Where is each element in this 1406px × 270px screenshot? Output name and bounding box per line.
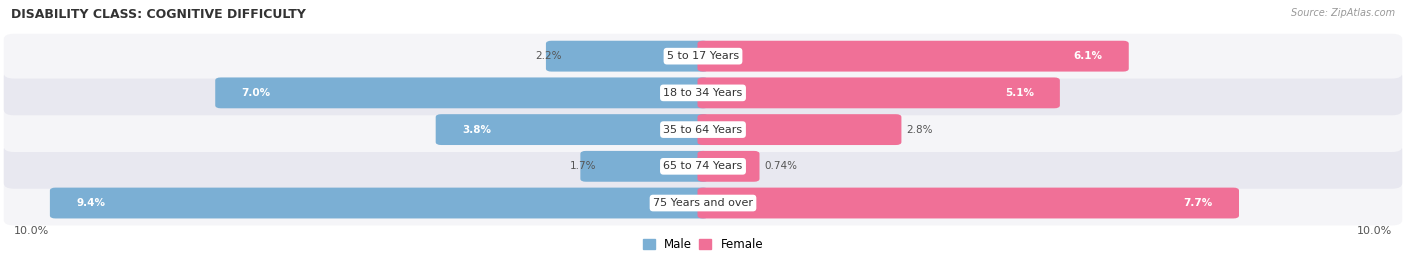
Text: 9.4%: 9.4% <box>76 198 105 208</box>
Text: DISABILITY CLASS: COGNITIVE DIFFICULTY: DISABILITY CLASS: COGNITIVE DIFFICULTY <box>11 8 307 21</box>
FancyBboxPatch shape <box>49 188 709 218</box>
Text: 10.0%: 10.0% <box>1357 226 1392 236</box>
Text: 2.8%: 2.8% <box>907 124 932 135</box>
Text: 65 to 74 Years: 65 to 74 Years <box>664 161 742 171</box>
Text: 75 Years and over: 75 Years and over <box>652 198 754 208</box>
Text: 2.2%: 2.2% <box>536 51 562 61</box>
FancyBboxPatch shape <box>697 41 1129 72</box>
Text: 35 to 64 Years: 35 to 64 Years <box>664 124 742 135</box>
FancyBboxPatch shape <box>4 34 1402 79</box>
FancyBboxPatch shape <box>697 114 901 145</box>
Text: 10.0%: 10.0% <box>14 226 49 236</box>
FancyBboxPatch shape <box>436 114 709 145</box>
FancyBboxPatch shape <box>697 77 1060 108</box>
FancyBboxPatch shape <box>697 151 759 182</box>
Text: 0.74%: 0.74% <box>765 161 797 171</box>
FancyBboxPatch shape <box>581 151 709 182</box>
Text: 6.1%: 6.1% <box>1074 51 1102 61</box>
Text: 3.8%: 3.8% <box>461 124 491 135</box>
Legend: Male, Female: Male, Female <box>638 234 768 256</box>
Text: 18 to 34 Years: 18 to 34 Years <box>664 88 742 98</box>
Text: 5.1%: 5.1% <box>1005 88 1033 98</box>
FancyBboxPatch shape <box>4 107 1402 152</box>
FancyBboxPatch shape <box>4 181 1402 225</box>
Text: 7.7%: 7.7% <box>1184 198 1213 208</box>
Text: 5 to 17 Years: 5 to 17 Years <box>666 51 740 61</box>
FancyBboxPatch shape <box>697 188 1239 218</box>
FancyBboxPatch shape <box>215 77 709 108</box>
Text: Source: ZipAtlas.com: Source: ZipAtlas.com <box>1291 8 1395 18</box>
FancyBboxPatch shape <box>546 41 709 72</box>
FancyBboxPatch shape <box>4 144 1402 189</box>
FancyBboxPatch shape <box>4 70 1402 115</box>
Text: 1.7%: 1.7% <box>569 161 596 171</box>
Text: 7.0%: 7.0% <box>242 88 270 98</box>
